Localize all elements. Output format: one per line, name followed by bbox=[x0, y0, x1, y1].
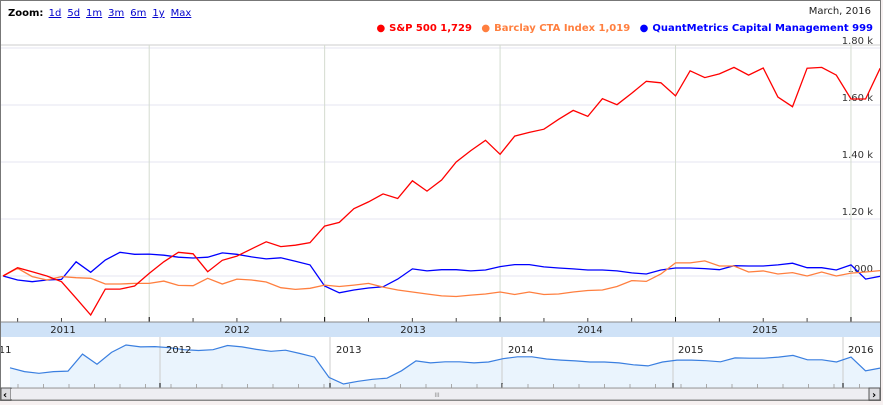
legend-dot-icon: ● bbox=[481, 23, 491, 34]
year-label: 2015 bbox=[752, 325, 777, 336]
zoom-3m-link[interactable]: 3m bbox=[108, 8, 125, 19]
legend-item-quantmetrics: ● QuantMetrics Capital Management 999 bbox=[640, 23, 873, 34]
legend-value: 999 bbox=[852, 23, 873, 34]
zoom-1y-link[interactable]: 1y bbox=[152, 8, 165, 19]
legend-dot-icon: ● bbox=[639, 23, 649, 34]
zoom-max-link[interactable]: Max bbox=[170, 8, 192, 19]
navigator-year-label: 2011 bbox=[0, 345, 11, 356]
navigator-year-label: 2014 bbox=[508, 345, 533, 356]
y-tick-label: 1.80 k bbox=[842, 36, 873, 47]
zoom-1d-link[interactable]: 1d bbox=[48, 8, 62, 19]
year-label: 2013 bbox=[400, 325, 425, 336]
year-label: 2012 bbox=[224, 325, 249, 336]
y-tick-label: 1000 bbox=[848, 264, 873, 275]
series-line-barclay-cta-index bbox=[2, 260, 880, 298]
y-tick-label: 1.20 k bbox=[842, 207, 873, 218]
legend-value: 1,019 bbox=[598, 23, 631, 34]
y-tick-label: 1.40 k bbox=[842, 150, 873, 161]
chevron-right-icon: › bbox=[872, 390, 876, 401]
zoom-label: Zoom: bbox=[8, 8, 44, 19]
scrollbar-thumb[interactable] bbox=[11, 389, 869, 399]
chevron-left-icon: ‹ bbox=[3, 390, 7, 401]
navigator-year-label: 2013 bbox=[336, 345, 361, 356]
legend-item-sp500: ● S&P 500 1,729 bbox=[376, 23, 471, 34]
navigator-year-label: 2016 bbox=[848, 345, 873, 356]
navigator-area bbox=[10, 345, 880, 388]
zoom-bar: Zoom: 1d 5d 1m 3m 6m 1y Max bbox=[8, 8, 197, 19]
navigator-year-label: 2012 bbox=[166, 345, 191, 356]
legend-name: S&P 500 bbox=[389, 23, 437, 34]
scrollbar-grip-icon: III bbox=[434, 392, 440, 399]
zoom-6m-link[interactable]: 6m bbox=[130, 8, 147, 19]
legend-value: 1,729 bbox=[440, 23, 472, 34]
navigator-line bbox=[9, 344, 881, 385]
legend-item-barclay: ● Barclay CTA Index 1,019 bbox=[481, 23, 630, 34]
legend-name: QuantMetrics Capital Management bbox=[652, 23, 849, 34]
legend-dot-icon: ● bbox=[376, 23, 386, 34]
year-label: 2011 bbox=[50, 325, 75, 336]
zoom-5d-link[interactable]: 5d bbox=[67, 8, 81, 19]
year-band bbox=[1, 322, 880, 337]
legend-name: Barclay CTA Index bbox=[494, 23, 596, 34]
zoom-1m-link[interactable]: 1m bbox=[86, 8, 103, 19]
navigator-year-label: 2015 bbox=[678, 345, 703, 356]
legend: ● S&P 500 1,729 ● Barclay CTA Index 1,019 … bbox=[370, 23, 873, 34]
current-date: March, 2016 bbox=[808, 6, 871, 17]
series-group bbox=[2, 66, 880, 317]
scroll-right-button[interactable] bbox=[868, 387, 881, 401]
year-label: 2014 bbox=[577, 325, 602, 336]
series-line-s-p-500 bbox=[2, 66, 880, 317]
